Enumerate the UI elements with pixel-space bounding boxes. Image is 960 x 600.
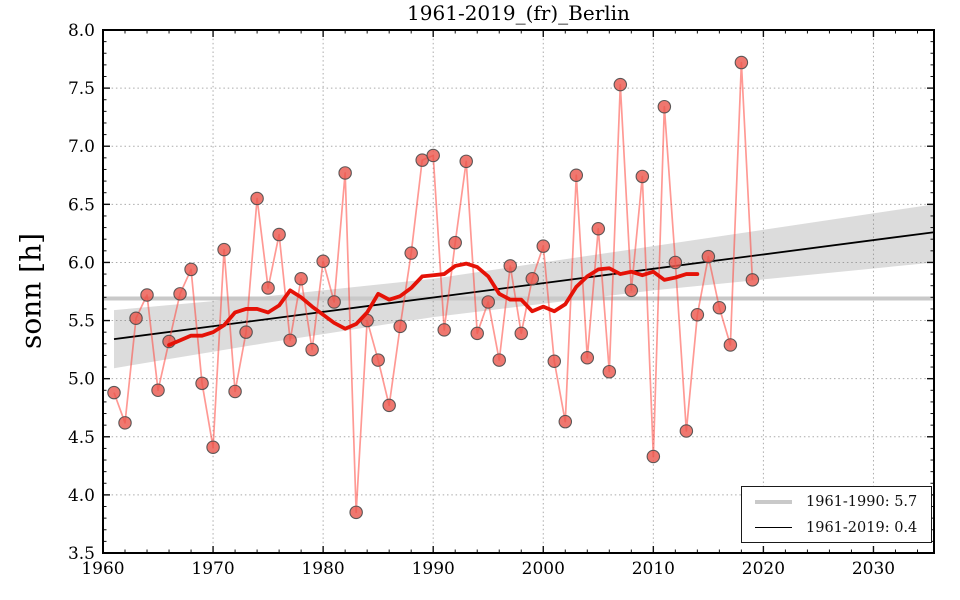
data-point-marker (525, 271, 540, 286)
data-point-marker (448, 235, 462, 250)
legend: 1961-1990: 5.7 1961-2019: 0.4 (741, 486, 932, 543)
data-point-marker (107, 385, 121, 400)
legend-item-label: 1961-1990: 5.7 (806, 493, 918, 510)
data-point-marker (118, 416, 132, 430)
data-point-marker (173, 287, 187, 301)
data-point-marker (261, 281, 275, 295)
x-tick-label: 2000 (522, 559, 565, 579)
y-axis-label: sonn [h] (14, 232, 48, 350)
data-point-marker (206, 440, 220, 454)
data-point-marker (723, 338, 738, 352)
y-tick-labels: 3.5 4.0 4.5 5.0 5.5 6.0 6.5 7.0 7.5 8.0 (68, 21, 95, 564)
data-point-marker (404, 246, 418, 260)
data-point-marker (459, 154, 473, 169)
data-point-marker (712, 301, 727, 315)
data-point-marker (569, 168, 584, 183)
data-point-marker (602, 364, 617, 379)
x-tick-label: 1980 (301, 559, 344, 579)
y-tick-label: 6.0 (68, 253, 95, 273)
data-point-marker (503, 259, 517, 273)
y-tick-label: 4.5 (68, 428, 95, 448)
data-point-marker (184, 262, 198, 277)
data-point-marker (657, 99, 672, 114)
data-point-marker (613, 77, 628, 92)
x-tick-label: 2030 (852, 559, 895, 579)
annual-series-markers (107, 55, 760, 520)
data-point-marker (701, 249, 716, 264)
data-point-marker (745, 273, 760, 287)
smoothed-series-line (167, 261, 700, 347)
plot-border (102, 29, 935, 554)
data-point-marker (624, 283, 639, 298)
data-point-marker (217, 242, 231, 257)
legend-line-swatch-reference (755, 499, 792, 504)
data-point-marker (558, 414, 573, 429)
legend-item: 1961-2019: 0.4 (742, 517, 931, 539)
data-point-marker (272, 227, 286, 242)
data-point-marker (426, 148, 440, 163)
y-tick-label: 8.0 (68, 21, 95, 41)
data-point-marker (327, 295, 341, 309)
x-tick-label: 1990 (412, 559, 455, 579)
y-tick-label: 7.0 (68, 137, 95, 157)
data-point-marker (371, 353, 385, 367)
y-tick-label: 4.0 (68, 486, 95, 506)
trend-line (113, 231, 935, 341)
data-point-marker (536, 239, 551, 253)
y-tick-label: 5.5 (68, 312, 95, 332)
y-tick-label: 7.5 (68, 79, 95, 99)
data-point-marker (228, 384, 242, 399)
data-point-marker (547, 354, 562, 368)
data-point-marker (668, 255, 683, 270)
legend-item-label: 1961-2019: 0.4 (806, 519, 918, 536)
y-tick-label: 5.0 (68, 370, 95, 390)
data-point-marker (646, 449, 661, 464)
data-point-marker (492, 353, 506, 367)
x-tick-label: 1960 (81, 559, 124, 579)
data-point-marker (305, 342, 319, 357)
data-point-marker (591, 221, 606, 236)
x-tick-label: 2020 (742, 559, 785, 579)
data-point-marker (635, 169, 650, 184)
data-point-marker (195, 376, 209, 391)
data-point-marker (140, 288, 154, 302)
x-tick-labels: 1960 1970 1980 1990 2000 2010 2020 2030 (81, 559, 895, 579)
data-point-marker (514, 326, 529, 341)
data-point-marker (283, 333, 297, 348)
y-tick-label: 6.5 (68, 195, 95, 215)
data-point-marker (338, 166, 352, 180)
data-point-marker (437, 323, 451, 337)
data-point-marker (481, 295, 495, 309)
data-point-marker (679, 424, 694, 438)
data-point-marker (382, 398, 396, 413)
data-point-marker (470, 326, 484, 341)
y-tick-label: 3.5 (68, 544, 95, 564)
data-point-marker (129, 311, 143, 325)
legend-line-swatch-trend (755, 527, 792, 528)
data-point-marker (151, 383, 165, 398)
legend-item: 1961-1990: 5.7 (742, 491, 931, 513)
x-tick-label: 2010 (632, 559, 675, 579)
data-point-marker (580, 350, 595, 365)
data-point-marker (294, 271, 308, 286)
chart-title: 1961-2019_(fr)_Berlin (407, 1, 630, 25)
data-point-marker (690, 307, 705, 322)
data-point-marker (393, 319, 407, 334)
data-point-marker (239, 325, 253, 339)
x-tick-label: 1970 (191, 559, 234, 579)
data-point-marker (349, 505, 363, 520)
data-point-marker (250, 191, 264, 206)
data-point-marker (734, 55, 749, 70)
data-point-marker (316, 254, 330, 269)
